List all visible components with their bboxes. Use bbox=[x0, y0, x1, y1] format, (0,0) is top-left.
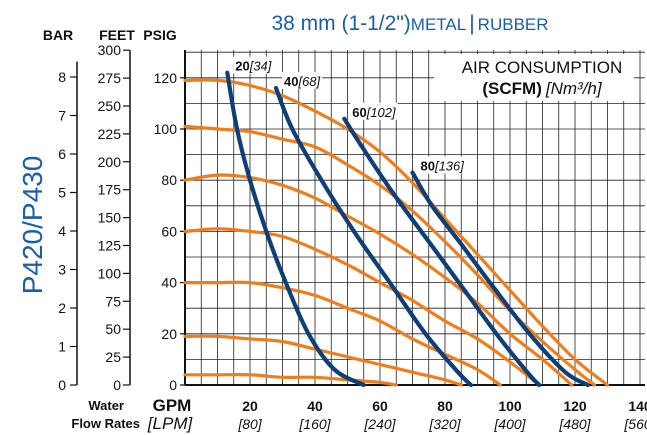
feet-tick-label: 75 bbox=[105, 293, 121, 309]
air-label-scfm: 40 bbox=[284, 74, 298, 89]
bar-axis-header: BAR bbox=[43, 27, 73, 43]
legend-box bbox=[434, 54, 634, 101]
air-consumption-label: 40[68] bbox=[284, 74, 321, 89]
x-title-lpm: [LPM] bbox=[147, 414, 194, 433]
x-title-gpm: GPM bbox=[153, 396, 192, 415]
feet-tick-label: 50 bbox=[105, 321, 121, 337]
air-consumption-curves: 20[34] 40[68] 60[102] 80[136] bbox=[225, 56, 591, 388]
air-label-nm3h: [68] bbox=[297, 74, 320, 89]
air-label-nm3h: [102] bbox=[366, 105, 396, 120]
performance-curve bbox=[183, 334, 463, 387]
air-label-background bbox=[418, 156, 466, 174]
lpm-tick-label: [400] bbox=[493, 416, 526, 432]
model-label: P420/P430 bbox=[17, 156, 48, 295]
air-consumption-curve bbox=[225, 70, 366, 388]
air-label-background bbox=[282, 72, 323, 90]
bar-tick-label: 2 bbox=[58, 300, 66, 316]
gpm-tick-label: 140 bbox=[628, 398, 647, 414]
title-rubber: RUBBER bbox=[478, 15, 549, 34]
air-consumption-curve bbox=[273, 85, 474, 388]
legend-nm3h: [Nm³/h] bbox=[545, 79, 603, 98]
air-consumption-label: 80[136] bbox=[421, 159, 465, 174]
feet-tick-label: 100 bbox=[98, 265, 122, 281]
bar-tick-label: 7 bbox=[58, 108, 66, 124]
air-label-nm3h: [34] bbox=[249, 59, 272, 74]
gpm-tick-label: 100 bbox=[498, 398, 522, 414]
legend-scfm: (SCFM) bbox=[482, 79, 541, 98]
psig-tick-label: 40 bbox=[161, 275, 177, 291]
lpm-tick-label: [560] bbox=[623, 416, 647, 432]
feet-tick-label: 175 bbox=[98, 182, 122, 198]
feet-tick-label: 275 bbox=[98, 70, 122, 86]
chart-title: 38 mm (1-1/2")METAL | RUBBER bbox=[271, 12, 548, 35]
title-size: 38 mm (1-1/2") bbox=[271, 12, 410, 35]
air-consumption-curve bbox=[410, 170, 591, 388]
legend-line2: (SCFM) [Nm³/h] bbox=[482, 79, 602, 98]
psig-tick-label: 100 bbox=[154, 121, 178, 137]
lpm-tick-label: [240] bbox=[363, 416, 396, 432]
x-title-flow-rates: Flow Rates bbox=[71, 416, 140, 431]
air-label-scfm: 60 bbox=[352, 105, 366, 120]
title-metal: METAL bbox=[411, 15, 466, 34]
feet-tick-label: 0 bbox=[113, 377, 121, 393]
bar-tick-label: 0 bbox=[58, 377, 66, 393]
bar-tick-label: 5 bbox=[58, 185, 66, 201]
bar-tick-label: 1 bbox=[58, 339, 66, 355]
psig-tick-label: 0 bbox=[169, 377, 177, 393]
feet-tick-label: 200 bbox=[98, 154, 122, 170]
feet-tick-label: 250 bbox=[98, 98, 122, 114]
bar-tick-label: 4 bbox=[58, 223, 66, 239]
bar-tick-label: 8 bbox=[58, 69, 66, 85]
psig-tick-label: 80 bbox=[161, 172, 177, 188]
air-consumption-curve bbox=[342, 116, 542, 388]
legend-line1: AIR CONSUMPTION bbox=[462, 58, 623, 77]
air-label-scfm: 80 bbox=[421, 159, 435, 174]
feet-axis-header: FEET bbox=[99, 27, 135, 43]
bar-tick-label: 6 bbox=[58, 146, 66, 162]
performance-curve bbox=[183, 372, 398, 387]
gpm-tick-label: 40 bbox=[307, 398, 323, 414]
feet-tick-label: 125 bbox=[98, 238, 122, 254]
performance-curve bbox=[183, 227, 541, 387]
feet-tick-label: 300 bbox=[98, 42, 122, 58]
title-separator: | bbox=[469, 12, 474, 35]
lpm-tick-label: [320] bbox=[428, 416, 461, 432]
feet-tick-label: 225 bbox=[98, 126, 122, 142]
lpm-tick-label: [480] bbox=[558, 416, 591, 432]
psig-tick-label: 60 bbox=[161, 223, 177, 239]
air-consumption-label: 20[34] bbox=[235, 59, 272, 74]
air-label-background bbox=[350, 102, 398, 120]
psig-axis-header: PSIG bbox=[143, 27, 177, 43]
performance-curve bbox=[183, 280, 502, 387]
feet-tick-label: 25 bbox=[105, 349, 121, 365]
axes-layer: 0255075100125150175200225250275300012345… bbox=[58, 42, 647, 432]
air-label-background bbox=[233, 56, 274, 74]
air-label-nm3h: [136] bbox=[434, 159, 464, 174]
lpm-tick-label: [80] bbox=[237, 416, 262, 432]
bar-tick-label: 3 bbox=[58, 262, 66, 278]
air-consumption-label: 60[102] bbox=[352, 105, 396, 120]
psig-tick-label: 20 bbox=[161, 326, 177, 342]
performance-curve bbox=[183, 78, 610, 387]
gpm-tick-label: 80 bbox=[437, 398, 453, 414]
air-label-scfm: 20 bbox=[235, 59, 249, 74]
gpm-tick-label: 20 bbox=[242, 398, 258, 414]
psig-tick-label: 120 bbox=[154, 70, 178, 86]
lpm-tick-label: [160] bbox=[298, 416, 331, 432]
feet-tick-label: 150 bbox=[98, 210, 122, 226]
gpm-tick-label: 60 bbox=[372, 398, 388, 414]
x-title-water: Water bbox=[88, 398, 124, 413]
gpm-tick-label: 120 bbox=[563, 398, 587, 414]
